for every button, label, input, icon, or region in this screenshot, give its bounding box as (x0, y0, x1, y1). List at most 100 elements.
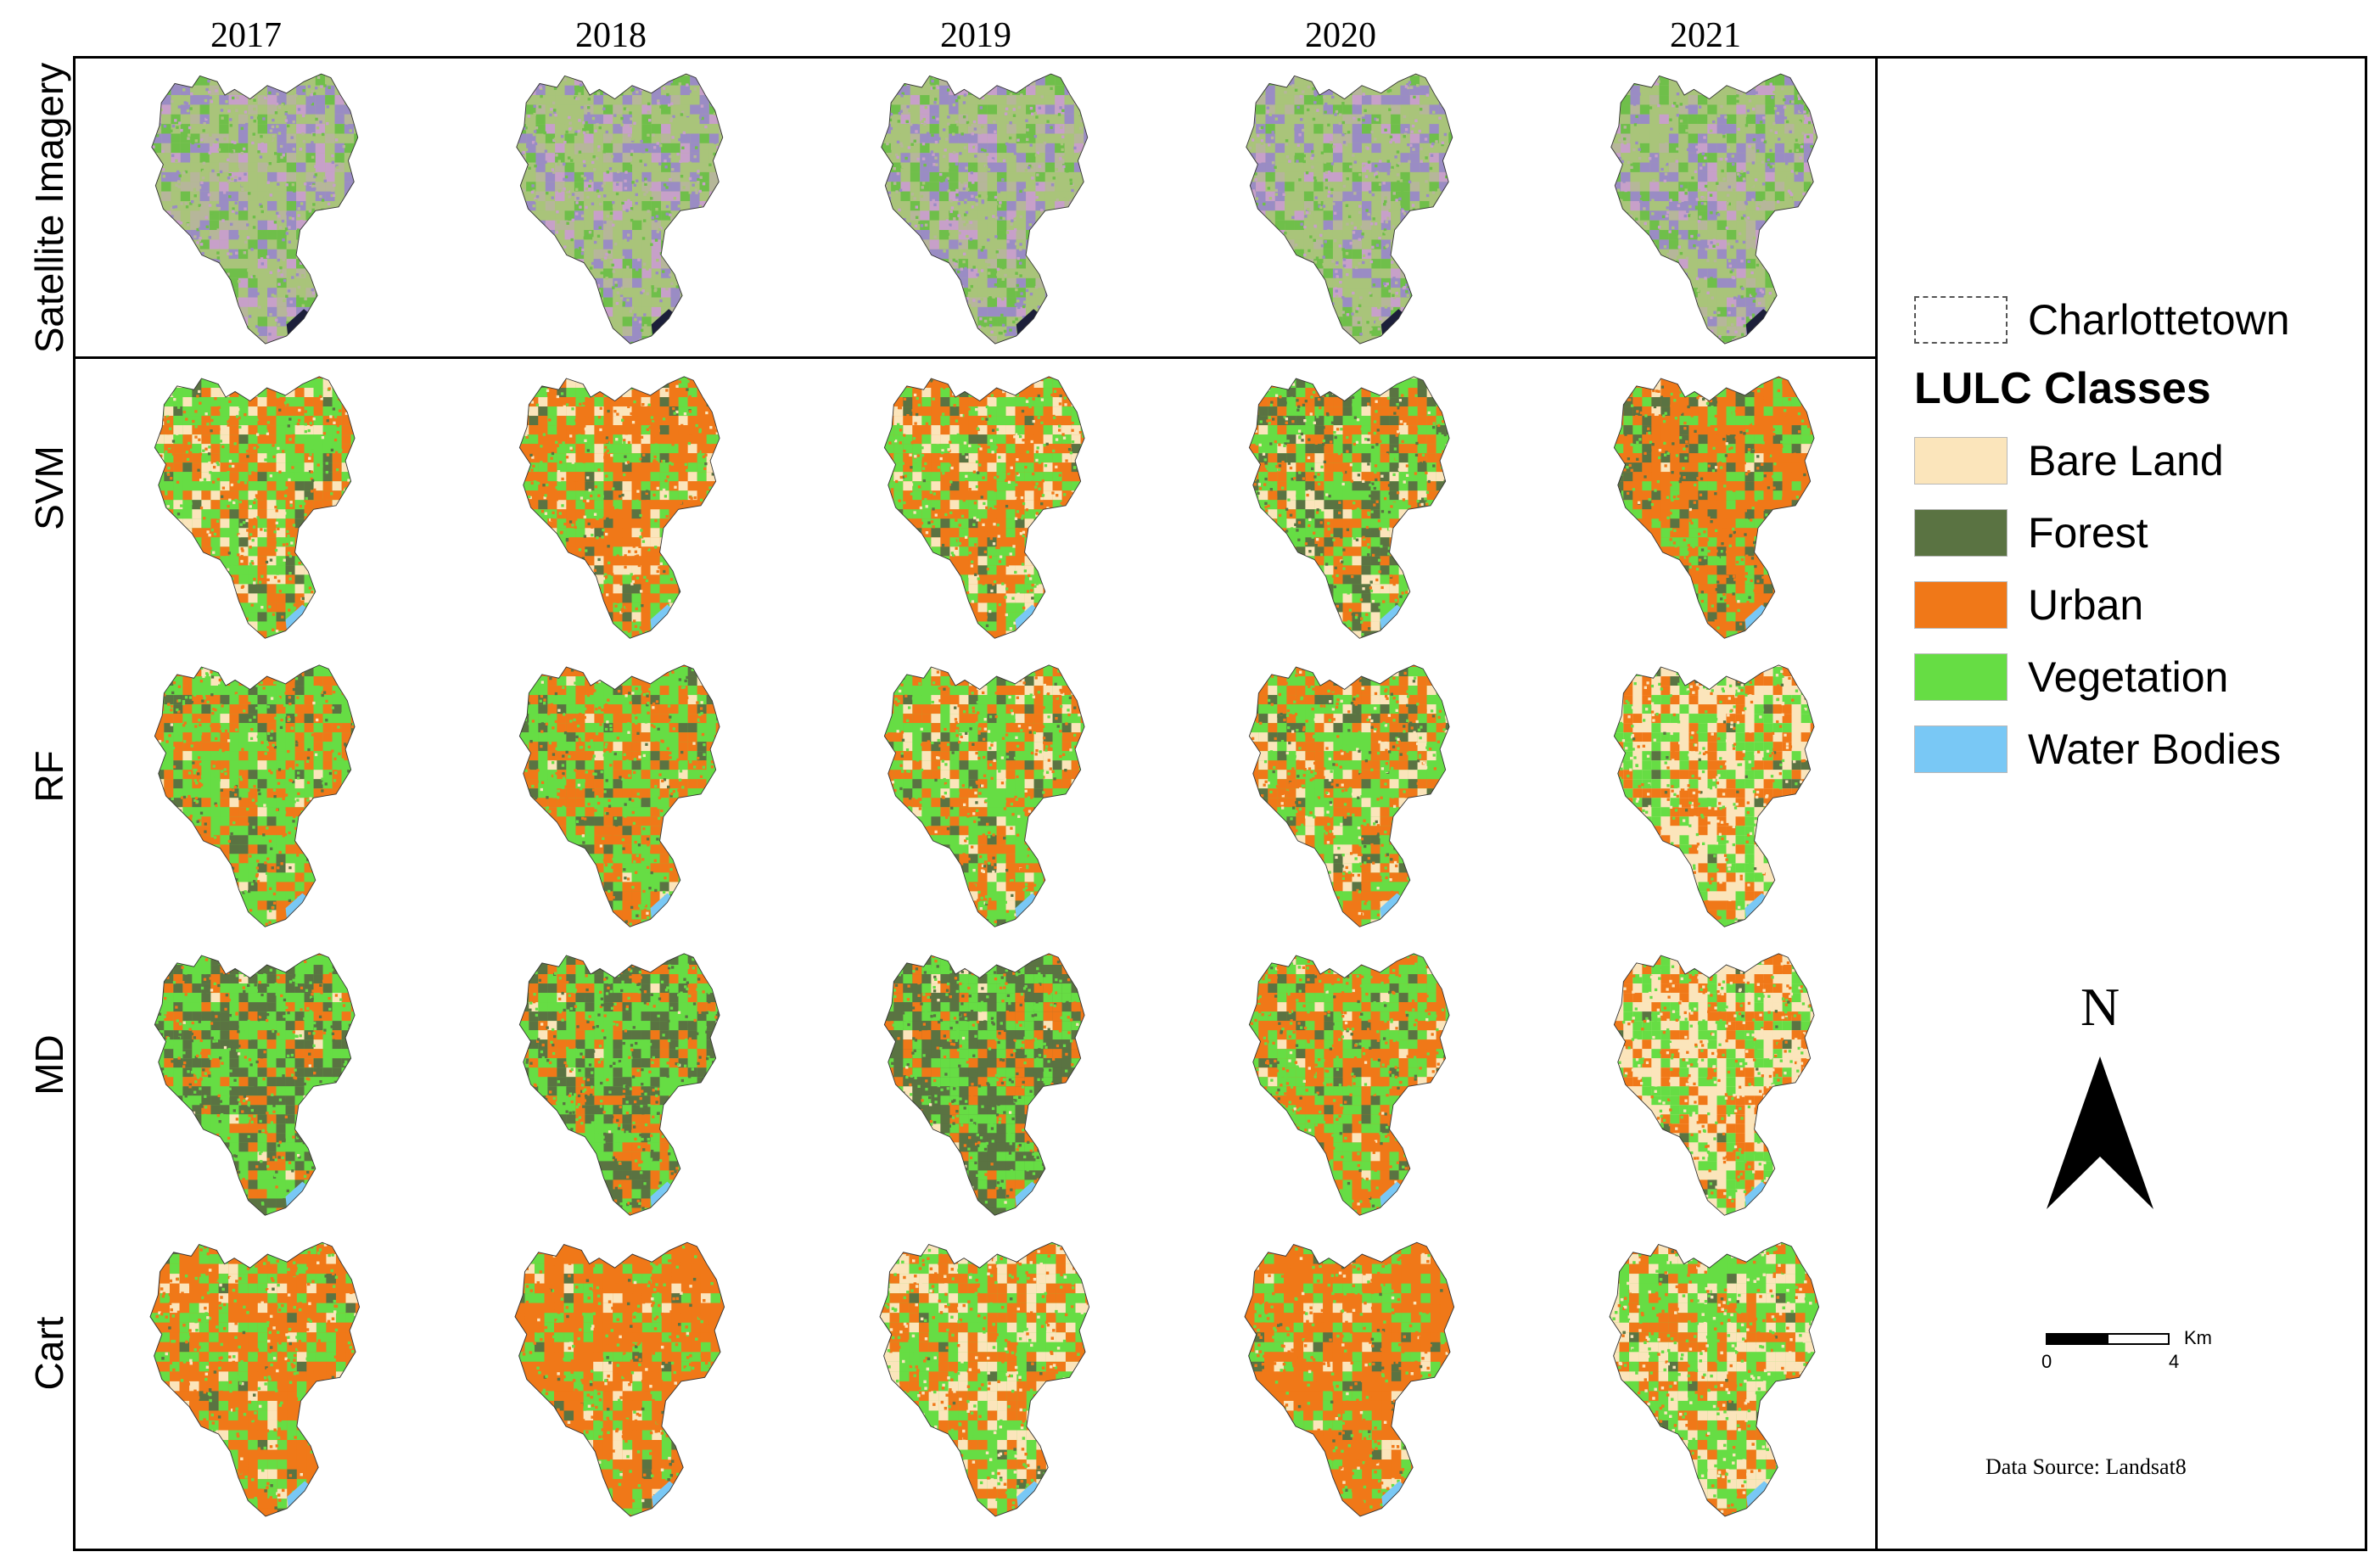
map-rf-2019 (830, 658, 1135, 933)
charlottetown-boundary (883, 953, 1085, 1216)
map-fill (1614, 376, 1815, 639)
map-md-2019 (830, 946, 1135, 1222)
map-md-2020 (1195, 946, 1500, 1222)
year-header-2019: 2019 (891, 15, 1061, 56)
map-fill (884, 953, 1085, 1216)
charlottetown-boundary (883, 376, 1085, 639)
map-satellite-imagery-2018 (465, 66, 770, 350)
map-fill (154, 953, 356, 1216)
map-cart-2020 (1195, 1235, 1500, 1523)
map-cart-2018 (465, 1235, 770, 1523)
legend-item-bare-land: Bare Land (1914, 434, 2224, 487)
charlottetown-boundary (1248, 953, 1450, 1216)
charlottetown-boundary (516, 73, 724, 345)
map-fill (884, 376, 1085, 639)
map-satellite-imagery-2019 (830, 66, 1135, 350)
map-fill (884, 664, 1085, 927)
map-fill (1244, 1242, 1454, 1516)
legend-label-vegetation: Vegetation (2028, 653, 2228, 702)
scale-end: 4 (2169, 1351, 2179, 1373)
map-satellite-imagery-2021 (1560, 66, 1865, 350)
legend-boundary: Charlottetown (1914, 294, 2290, 346)
map-fill (151, 74, 358, 345)
map-svg (149, 1241, 361, 1517)
map-fill (149, 1242, 360, 1516)
map-svg (154, 376, 356, 639)
map-satellite-imagery-2020 (1195, 66, 1500, 350)
legend-label-urban: Urban (2028, 580, 2143, 630)
map-rf-2020 (1195, 658, 1500, 933)
map-md-2018 (465, 946, 770, 1222)
map-svg (151, 73, 359, 345)
legend-label-water-bodies: Water Bodies (2028, 725, 2281, 774)
charlottetown-boundary (154, 376, 356, 639)
year-header-2020: 2020 (1256, 15, 1425, 56)
map-svg (1609, 1241, 1820, 1517)
map-cart-2019 (830, 1235, 1135, 1523)
row-label-satellite-imagery: Satellite Imagery (26, 63, 72, 354)
legend-label-bare-land: Bare Land (2028, 436, 2224, 485)
map-fill (516, 74, 723, 345)
map-svm-2018 (465, 369, 770, 645)
scale-start: 0 (2041, 1351, 2052, 1373)
row-label-md: MD (26, 1034, 72, 1095)
charlottetown-boundary (514, 1241, 725, 1517)
scale-unit: Km (2184, 1327, 2212, 1349)
charlottetown-boundary (154, 664, 356, 927)
charlottetown-boundary (1248, 376, 1450, 639)
map-svg (516, 73, 724, 345)
map-fill (1249, 953, 1450, 1216)
legend-swatch-water-bodies (1914, 725, 2008, 773)
map-fill (519, 376, 720, 639)
map-svg (518, 376, 720, 639)
legend-boundary-label: Charlottetown (2028, 295, 2290, 345)
map-svg (1613, 664, 1815, 927)
legend-swatch-forest (1914, 509, 2008, 557)
map-svg (518, 664, 720, 927)
map-svg (154, 664, 356, 927)
map-svg (1244, 1241, 1455, 1517)
charlottetown-boundary (151, 73, 359, 345)
map-svg (514, 1241, 725, 1517)
charlottetown-boundary (518, 664, 720, 927)
charlottetown-boundary (1248, 664, 1450, 927)
map-svg (1248, 376, 1450, 639)
map-cart-2021 (1560, 1235, 1865, 1523)
map-svm-2021 (1560, 369, 1865, 645)
map-cart-2017 (100, 1235, 406, 1523)
legend-boundary-swatch (1914, 296, 2008, 344)
legend-item-water-bodies: Water Bodies (1914, 723, 2281, 776)
map-fill (1249, 664, 1450, 927)
map-md-2017 (100, 946, 406, 1222)
year-header-2021: 2021 (1621, 15, 1790, 56)
scale-bar-icon (2046, 1333, 2170, 1345)
map-fill (1249, 376, 1450, 639)
map-svg (879, 1241, 1090, 1517)
charlottetown-boundary (1613, 664, 1815, 927)
map-svg (518, 953, 720, 1216)
map-svg (1248, 664, 1450, 927)
legend-panel (1875, 56, 2367, 1551)
map-fill (1246, 74, 1453, 345)
charlottetown-boundary (883, 664, 1085, 927)
year-header-2018: 2018 (526, 15, 696, 56)
map-satellite-imagery-2017 (100, 66, 406, 350)
legend-item-urban: Urban (1914, 579, 2143, 631)
map-md-2021 (1560, 946, 1865, 1222)
map-fill (1614, 664, 1815, 927)
map-svg (881, 73, 1089, 345)
map-svm-2017 (100, 369, 406, 645)
map-svg (1613, 376, 1815, 639)
legend-swatch-bare-land (1914, 437, 2008, 485)
charlottetown-boundary (518, 376, 720, 639)
charlottetown-boundary (154, 953, 356, 1216)
map-svg (1610, 73, 1818, 345)
legend-item-forest: Forest (1914, 507, 2148, 559)
charlottetown-boundary (1609, 1241, 1820, 1517)
north-arrow-icon (2047, 1056, 2153, 1209)
data-source-note: Data Source: Landsat8 (1985, 1454, 2187, 1480)
map-fill (1610, 74, 1817, 345)
map-svm-2019 (830, 369, 1135, 645)
charlottetown-boundary (1613, 376, 1815, 639)
north-label: N (2080, 976, 2120, 1039)
